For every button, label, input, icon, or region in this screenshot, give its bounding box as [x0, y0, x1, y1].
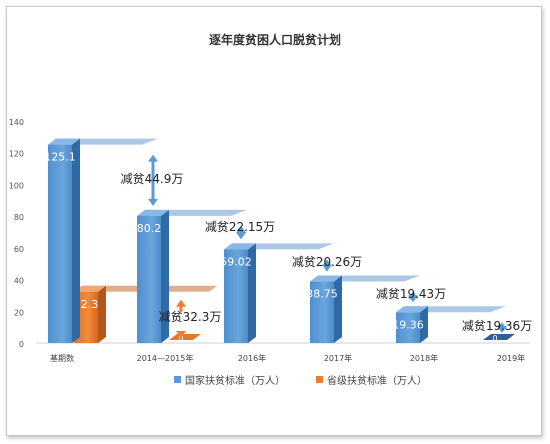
orange-bar-0-side — [98, 285, 106, 343]
blue-bar-2 — [224, 249, 248, 343]
blue-arrow-2-head-up — [236, 225, 246, 233]
x-tick-label-3: 2017年 — [324, 353, 352, 363]
chart-title: 逐年度贫困人口脱贫计划 — [209, 32, 341, 47]
blue-arrow-5-head-down — [497, 326, 507, 333]
y-tick-label-7: 140 — [9, 118, 24, 127]
blue-arrow-4-head-down — [408, 295, 418, 303]
blue-bar-4-side — [420, 306, 428, 343]
blue-bar-1-side — [161, 209, 169, 343]
x-tick-label-1: 2014—2015年 — [137, 353, 194, 363]
legend-label-1: 省级扶贫标准（万人） — [327, 374, 427, 387]
blue-bar-4 — [396, 312, 420, 343]
annotation-5: 减贫32.3万 — [159, 309, 222, 324]
legend-swatch-0 — [174, 376, 181, 383]
orange-bar-1 — [169, 334, 201, 340]
blue-bar-3-side — [334, 275, 342, 343]
blue-bar-0-top — [48, 138, 80, 145]
legend-swatch-1 — [316, 376, 323, 383]
y-tick-label-2: 40 — [14, 277, 24, 286]
blue-data-label-4: 19.36 — [392, 318, 424, 331]
y-tick-label-3: 60 — [14, 245, 24, 254]
blue-bar-3-top — [310, 275, 342, 282]
blue-arrow-1-head-up — [148, 154, 158, 162]
blue-bar-0-side — [72, 138, 80, 343]
chart-frame — [6, 6, 542, 436]
annotation-4: 减贫19.36万 — [462, 318, 532, 333]
annotation-2: 减贫20.26万 — [292, 254, 362, 269]
y-tick-label-5: 100 — [9, 181, 24, 190]
plot-area: 0 20 40 60 80 100 120 140 基期数 2014—2015年 2016年 2017… — [9, 118, 532, 387]
blue-bar-1-top — [137, 209, 169, 216]
x-tick-label-5: 2019年 — [497, 353, 525, 363]
blue-bar-1 — [137, 215, 161, 343]
x-tick-label-2: 2016年 — [238, 353, 266, 363]
blue-data-label-0: 125.1 — [44, 151, 76, 164]
blue-data-label-3: 38.75 — [306, 288, 338, 301]
y-tick-label-4: 80 — [14, 213, 24, 222]
orange-arrow-head-up — [176, 299, 186, 307]
y-tick-label-0: 0 — [19, 340, 24, 349]
blue-bar-5 — [483, 334, 515, 340]
blue-data-label-5: 0 — [492, 334, 497, 343]
annotation-1: 减贫22.15万 — [205, 219, 275, 234]
orange-arrow-head-down — [176, 331, 186, 338]
x-tick-label-0: 基期数 — [50, 353, 74, 363]
blue-bar-2-top — [224, 243, 256, 250]
orange-data-label-1: 0 — [178, 334, 183, 343]
blue-bar-0 — [48, 144, 72, 343]
annotation-0: 减贫44.9万 — [121, 171, 184, 186]
blue-data-label-1: 80.2 — [137, 222, 162, 235]
blue-bar-4-top — [396, 306, 428, 313]
blue-bar-3 — [310, 281, 334, 343]
annotation-3: 减贫19.43万 — [376, 286, 446, 301]
blue-bar-2-side — [248, 243, 256, 343]
legend-label-0: 国家扶贫标准（万人） — [185, 374, 285, 387]
blue-arrow-2-head-down — [236, 232, 246, 240]
x-tick-label-4: 2018年 — [410, 353, 438, 363]
blue-arrow-1-head-down — [148, 198, 158, 206]
orange-bar-0-top — [74, 285, 106, 292]
y-tick-label-1: 20 — [14, 308, 24, 317]
blue-data-label-2: 59.02 — [220, 255, 252, 268]
y-tick-label-6: 120 — [9, 150, 24, 159]
blue-arrow-3-head-down — [322, 264, 332, 272]
